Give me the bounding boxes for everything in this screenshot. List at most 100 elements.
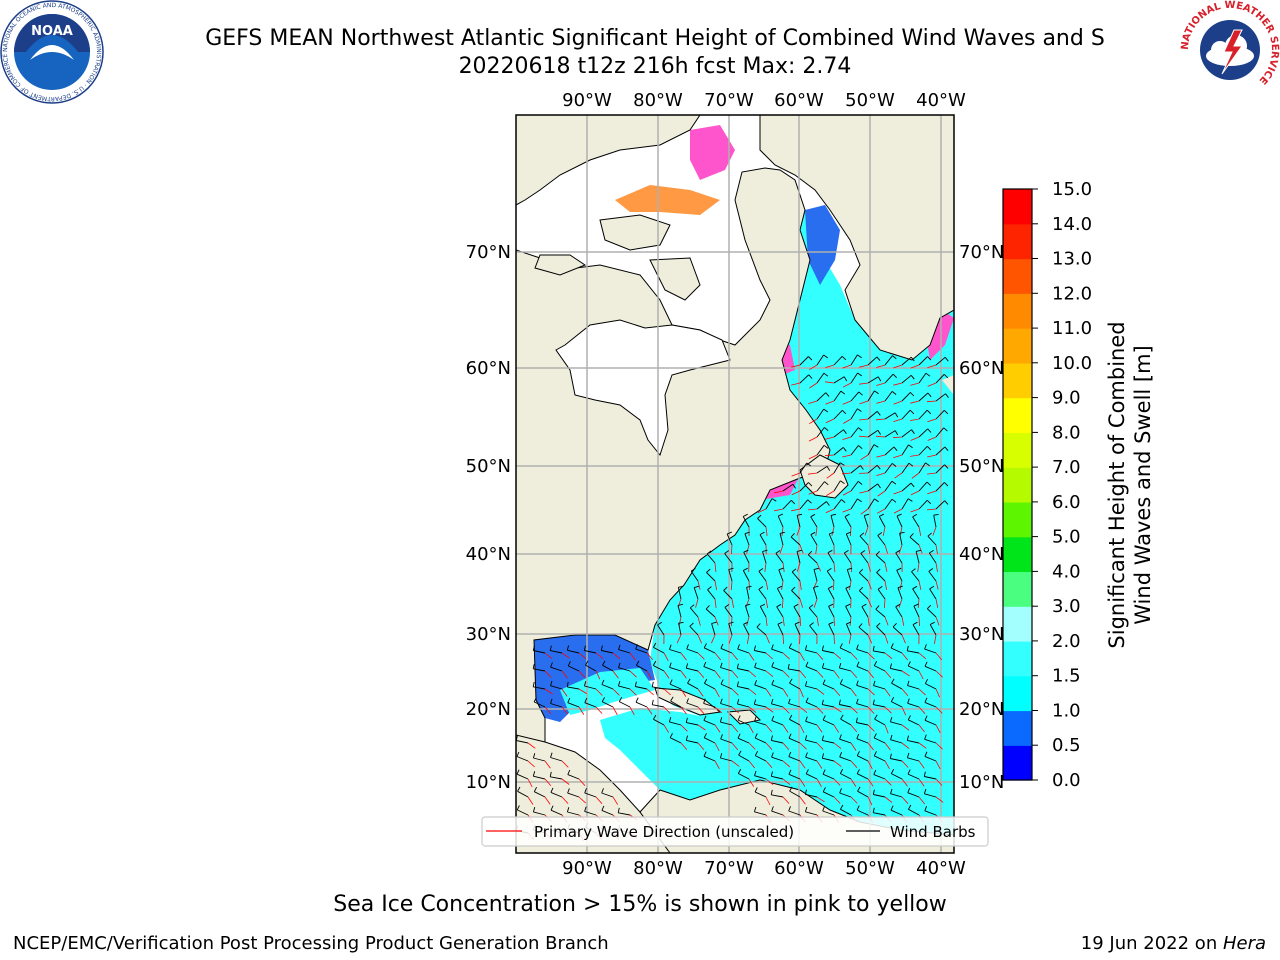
wave-direction-arrow — [843, 418, 852, 424]
wind-barb — [703, 643, 716, 654]
wind-barb — [899, 531, 905, 546]
wind-barb — [742, 567, 750, 582]
wave-direction-arrow — [842, 400, 852, 405]
wave-direction-arrow — [882, 526, 886, 536]
wind-barb — [685, 735, 699, 744]
colorbar-tick-label: 7.0 — [1052, 457, 1081, 478]
wave-direction-arrow — [765, 526, 768, 536]
wind-barb — [720, 662, 733, 672]
wind-barb — [704, 678, 716, 690]
wave-direction-arrow — [748, 724, 754, 734]
wave-direction-arrow — [561, 706, 569, 715]
run-date-text: 19 Jun 2022 on Hera — [1081, 933, 1266, 954]
wind-barb — [805, 697, 818, 708]
lon-tick-label-top: 70°W — [704, 90, 754, 111]
wind-barb — [770, 698, 784, 708]
wave-direction-arrow — [765, 652, 773, 660]
wave-direction-arrow — [884, 562, 888, 572]
wave-direction-arrow — [935, 760, 941, 770]
wave-direction-arrow — [799, 706, 808, 714]
wave-direction-arrow — [561, 688, 568, 697]
wave-direction-arrow — [612, 706, 618, 716]
wave-direction-arrow — [799, 670, 807, 679]
wave-direction-legend-label: Primary Wave Direction (unscaled) — [534, 823, 794, 841]
wind-barb — [858, 623, 869, 636]
wind-barb — [743, 549, 750, 564]
wave-direction-arrow — [782, 616, 785, 626]
sea-ice-note: Sea Ice Concentration > 15% is shown in … — [333, 892, 947, 917]
wave-direction-arrow — [898, 544, 903, 554]
wind-barb — [830, 513, 836, 528]
wave-direction-arrow — [782, 670, 790, 678]
wind-barb — [799, 482, 813, 492]
wind-barb — [720, 643, 733, 654]
wind-barb — [918, 392, 932, 402]
wave-direction-arrow — [849, 580, 852, 590]
wind-barb — [890, 734, 903, 744]
wave-direction-arrow — [595, 796, 603, 804]
wind-barb — [754, 680, 767, 690]
wind-barb — [873, 751, 886, 762]
lon-tick-label-top: 60°W — [774, 90, 824, 111]
wave-direction-arrow — [815, 526, 818, 536]
wind-barb — [928, 550, 937, 564]
wave-direction-arrow — [816, 562, 821, 572]
wave-direction-arrow — [884, 778, 892, 786]
wave-direction-arrow — [826, 472, 835, 479]
colorbar-tick-label: 0.5 — [1052, 735, 1081, 756]
wave-direction-arrow — [527, 796, 534, 805]
wave-direction-arrow — [850, 526, 852, 537]
wind-barb — [789, 786, 801, 798]
arctic-sea-ice-edge — [615, 185, 720, 215]
wind-barb — [550, 680, 563, 690]
wave-direction-arrow — [697, 706, 705, 714]
wave-direction-arrow — [816, 796, 825, 803]
wind-barb — [845, 603, 852, 618]
wind-barb — [846, 567, 853, 582]
wave-direction-arrow — [826, 490, 835, 496]
wind-barb — [754, 770, 767, 780]
wind-barb — [771, 715, 784, 726]
wave-direction-arrow — [578, 706, 585, 715]
wind-barb — [703, 661, 716, 672]
wave-direction-arrow — [714, 580, 717, 590]
wind-barb — [867, 376, 882, 384]
wave-direction-arrow — [782, 796, 790, 804]
wind-barb — [833, 447, 847, 456]
wind-barb — [566, 807, 580, 816]
wind-barb — [909, 533, 920, 546]
wave-direction-arrow — [918, 670, 924, 680]
wind-barb — [918, 445, 932, 456]
wind-barb — [850, 391, 863, 402]
wind-barb — [822, 806, 835, 816]
wind-barb — [807, 550, 818, 564]
wind-barb — [816, 466, 831, 474]
wave-direction-arrow — [884, 598, 886, 609]
wind-barb — [669, 733, 682, 744]
wave-direction-arrow — [781, 580, 784, 590]
wave-direction-arrow — [917, 598, 920, 609]
wind-barb — [677, 585, 684, 600]
wave-direction-arrow — [884, 580, 887, 590]
wind-barb — [754, 716, 767, 726]
colorbar-tick-label: 5.0 — [1052, 527, 1081, 548]
wave-direction-arrow — [808, 490, 818, 495]
wind-barb — [924, 678, 937, 690]
wind-barb — [805, 716, 818, 726]
wind-barb — [743, 621, 750, 636]
wave-direction-arrow — [910, 418, 920, 421]
wind-barb — [789, 678, 801, 690]
wave-direction-arrow — [833, 634, 835, 645]
wave-direction-arrow — [544, 760, 551, 769]
wave-direction-arrow — [901, 778, 908, 787]
wind-barb — [617, 807, 631, 816]
wind-barb — [738, 750, 750, 762]
wave-direction-arrow — [730, 580, 733, 591]
wave-direction-arrow — [832, 580, 835, 591]
map-area — [516, 115, 954, 853]
wind-barb — [804, 789, 818, 798]
wind-barb — [839, 768, 852, 780]
wind-barb — [720, 679, 733, 690]
wave-direction-arrow — [748, 742, 756, 750]
wave-direction-arrow — [799, 724, 805, 734]
